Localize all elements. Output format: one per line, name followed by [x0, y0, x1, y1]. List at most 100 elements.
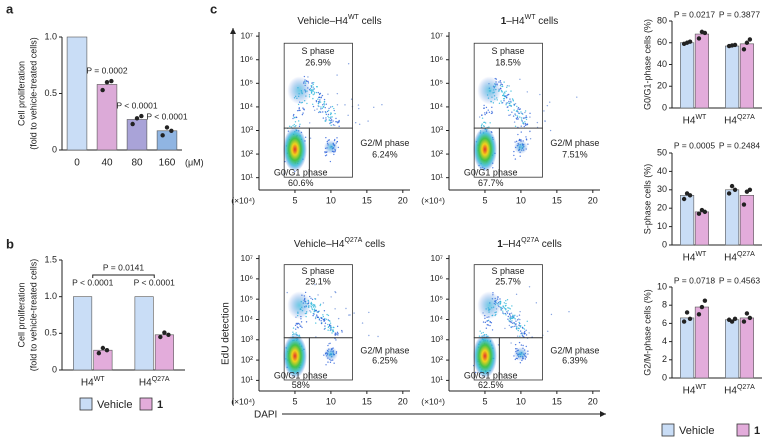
x-unit: (×10⁴) — [421, 195, 445, 205]
density-dot — [314, 317, 317, 320]
x-tick-label: 15 — [362, 195, 372, 205]
density-dot — [514, 141, 516, 143]
y-tick-label: 1.0 — [44, 291, 57, 301]
bar — [725, 319, 740, 379]
density-dot — [323, 320, 325, 322]
data-point — [162, 330, 167, 335]
x-tick-label: 15 — [552, 396, 562, 406]
density-dot — [502, 98, 505, 100]
density-dot — [324, 106, 326, 109]
density-dot — [505, 300, 507, 302]
density-dot — [484, 321, 487, 324]
density-dot — [506, 97, 508, 99]
density-dot — [529, 116, 531, 118]
density-dot — [513, 317, 515, 319]
x-tick-label: 10 — [326, 195, 336, 205]
x-tick-label: 10 — [326, 396, 336, 406]
density-dot — [513, 109, 515, 111]
density-dot — [489, 321, 491, 323]
data-point — [744, 311, 750, 316]
gate-percent: 6.25% — [372, 355, 398, 365]
density-dot — [499, 81, 501, 83]
x-tick-label: H4Q27A — [724, 114, 755, 127]
y-tick-label: 0 — [52, 144, 57, 154]
density-dot — [501, 83, 503, 86]
y-tick-label: 10⁵ — [240, 293, 253, 303]
density-dot — [315, 310, 318, 312]
density-dot — [313, 91, 316, 93]
density-dot — [323, 318, 326, 321]
density-dot — [519, 362, 522, 364]
density-dot — [350, 98, 353, 100]
density-dot — [336, 331, 339, 334]
density-dot — [328, 343, 330, 345]
density-dot — [294, 324, 297, 327]
density-dot — [330, 329, 332, 331]
density-dot — [524, 121, 526, 123]
density-dot — [325, 117, 327, 119]
density-dot — [506, 102, 509, 104]
y-tick-label: 10³ — [431, 125, 443, 135]
density-dot — [500, 83, 502, 86]
y-tick-label: 10 — [657, 281, 667, 291]
density-core — [513, 140, 528, 155]
density-dot — [519, 318, 521, 321]
p-value: P = 0.0141 — [103, 262, 144, 272]
density-dot — [336, 92, 339, 95]
density-dot — [286, 291, 288, 294]
density-dot — [324, 325, 326, 327]
y-tick-label: 10⁷ — [430, 30, 443, 40]
density-dot — [321, 94, 324, 97]
y-tick-label: 6 — [662, 318, 667, 328]
legend-swatch — [79, 397, 93, 411]
gate — [308, 337, 353, 381]
density-dot — [325, 318, 328, 321]
y-tick-label: 0 — [662, 372, 667, 382]
density-dot — [509, 114, 512, 116]
density-dot — [492, 167, 494, 169]
title-part: 1 — [501, 16, 507, 27]
density-dot — [329, 361, 332, 364]
x-tick-sup: WT — [695, 114, 707, 121]
density-dot — [312, 103, 314, 106]
x-tick-label: 5 — [482, 195, 487, 205]
data-point — [164, 125, 170, 130]
density-dot — [522, 344, 524, 347]
density-dot — [327, 113, 330, 116]
data-point — [96, 350, 102, 356]
density-dot — [296, 109, 299, 112]
density-dot — [332, 124, 335, 126]
density-dot — [523, 332, 525, 335]
density-dot — [512, 316, 514, 319]
y-tick-label: 30 — [657, 184, 667, 194]
title-part: 1 — [497, 239, 503, 250]
density-dot — [512, 99, 514, 101]
density-dot — [325, 103, 327, 105]
density-dot — [315, 85, 318, 88]
data-point — [702, 30, 708, 36]
density-dot — [327, 115, 329, 117]
density-dot — [525, 329, 527, 332]
density-dot — [510, 312, 513, 314]
y-tick-label: 80 — [657, 15, 667, 25]
p-value: P < 0.0001 — [116, 100, 157, 110]
density-dot — [298, 125, 301, 128]
density-dot — [327, 314, 330, 317]
density-dot — [515, 320, 517, 322]
title-part: Vehicle–H4 — [294, 239, 345, 250]
density-dot — [322, 314, 324, 316]
density-dot — [508, 307, 510, 309]
density-dot — [331, 121, 333, 124]
y-tick-label: 10⁶ — [240, 54, 253, 64]
y-tick-label: 0.5 — [44, 328, 57, 338]
p-value: P = 0.0718 — [674, 275, 715, 285]
x-tick-sup: Q27A — [152, 376, 170, 383]
density-dot — [317, 316, 319, 318]
y-tick-label: 60 — [657, 37, 667, 47]
density-dot — [535, 302, 538, 304]
density-dot — [523, 123, 525, 125]
density-dot — [528, 332, 530, 334]
density-dot — [512, 326, 514, 328]
y-axis-label: Cell proliferation — [16, 61, 26, 126]
density-dot — [326, 313, 328, 316]
